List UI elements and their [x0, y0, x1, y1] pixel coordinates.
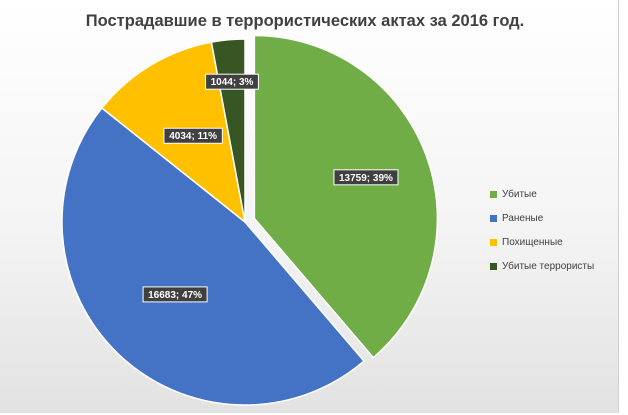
legend-item-kidnapped: Похищенные	[490, 234, 594, 250]
legend-item-killed: Убитые	[490, 186, 594, 202]
legend-label: Убитые	[502, 188, 537, 200]
data-label-box	[333, 169, 399, 186]
chart-title: Пострадавшие в террористических актах за…	[85, 12, 525, 30]
slice-wounded	[61, 106, 366, 406]
legend-swatch	[490, 262, 497, 270]
data-label-text: 16683; 47%	[148, 290, 202, 301]
pie-chart: 13759; 39% 16683; 47% 4034; 11% 1044; 3%	[61, 34, 439, 406]
legend-swatch	[490, 214, 497, 222]
legend-swatch	[490, 238, 497, 246]
data-label-box	[142, 286, 208, 303]
legend: Убитые Раненые Похищенные Убитые террори…	[490, 186, 594, 282]
legend-item-wounded: Раненые	[490, 210, 594, 226]
legend-label: Похищенные	[502, 236, 563, 248]
data-label-box	[205, 73, 259, 90]
legend-item-killed-terrorists: Убитые террористы	[490, 258, 594, 274]
legend-label: Раненые	[502, 212, 544, 224]
data-label-text: 13759; 39%	[339, 173, 393, 184]
legend-swatch	[490, 190, 497, 198]
data-label-text: 1044; 3%	[211, 77, 254, 88]
legend-label: Убитые террористы	[502, 260, 595, 272]
slice-killed	[253, 34, 439, 359]
data-label: 16683; 47%	[142, 286, 208, 303]
data-label: 1044; 3%	[205, 73, 259, 90]
data-label: 13759; 39%	[333, 169, 399, 186]
data-label-box	[163, 127, 223, 144]
data-label-text: 4034; 11%	[169, 131, 217, 142]
data-label: 4034; 11%	[163, 127, 223, 144]
